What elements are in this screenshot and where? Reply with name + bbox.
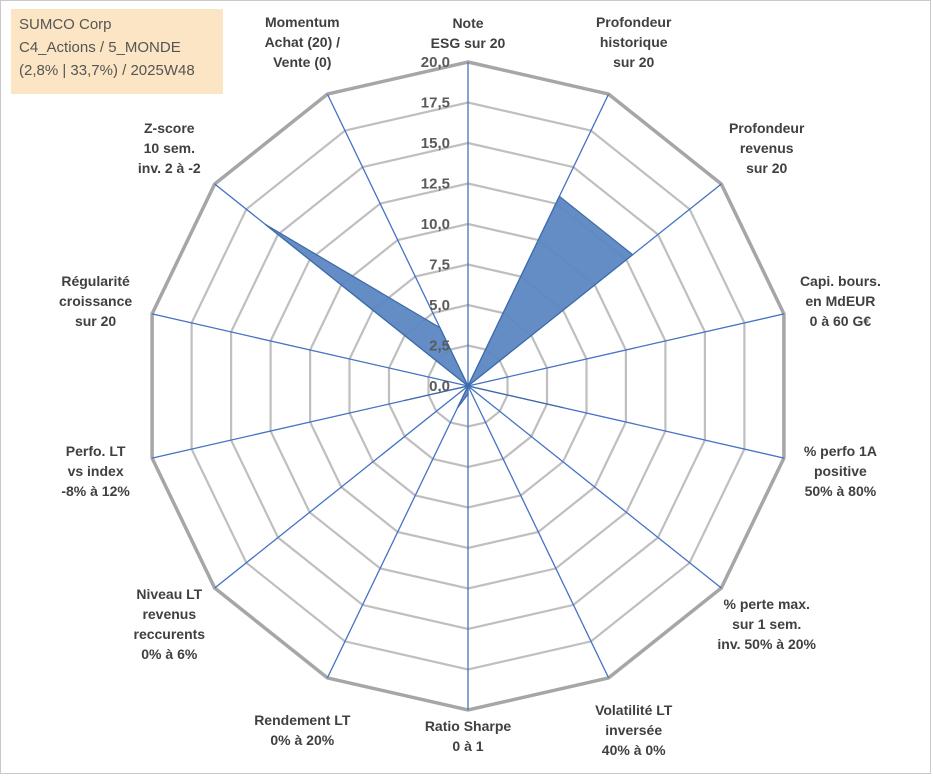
tick-label: 20,0 xyxy=(421,54,450,71)
axis-label-line: 0% à 6% xyxy=(141,646,198,662)
axis-label-line: 0 à 60 G€ xyxy=(810,313,872,329)
tick-label: 17,5 xyxy=(421,95,450,112)
axis-label-line: sur 20 xyxy=(75,313,116,329)
tick-label: 2,5 xyxy=(429,338,450,355)
axis-label-line: Rendement LT xyxy=(254,712,351,728)
axis-label-line: positive xyxy=(814,463,867,479)
axis-label-line: Ratio Sharpe xyxy=(425,718,512,734)
axis-label-line: -8% à 12% xyxy=(61,483,130,499)
spoke-6 xyxy=(467,385,610,679)
axis-label-5: % perte max. sur 1 sem. inv. 50% à 20% xyxy=(717,596,816,652)
axis-label-line: revenus xyxy=(740,140,794,156)
axis-label-line: inv. 2 à -2 xyxy=(138,160,201,176)
axis-label-line: 10 sem. xyxy=(144,140,195,156)
spoke-3 xyxy=(467,313,785,387)
axis-label-line: Momentum xyxy=(265,14,340,30)
axis-label-line: Niveau LT xyxy=(136,586,202,602)
axis-label-3: Capi. bours. en MdEUR 0 à 60 G€ xyxy=(800,273,881,329)
spoke-5 xyxy=(467,385,722,589)
axis-label-10: Perfo. LT vs index -8% à 12% xyxy=(61,443,130,499)
axis-label-line: historique xyxy=(600,34,668,50)
axis-label-11: Régularité croissance sur 20 xyxy=(59,273,132,329)
axis-label-line: sur 20 xyxy=(613,54,654,70)
tick-label: 5,0 xyxy=(429,297,450,314)
axis-label-line: % perfo 1A xyxy=(804,443,877,459)
axis-label-line: en MdEUR xyxy=(805,293,875,309)
axis-label-line: Capi. bours. xyxy=(800,273,881,289)
axis-label-line: Vente (0) xyxy=(273,54,331,70)
stats-week: (2,8% | 33,7%) / 2025W48 xyxy=(19,62,195,79)
axis-label-9: Niveau LT revenus reccurents 0% à 6% xyxy=(134,586,206,662)
series-area-0 xyxy=(264,195,634,409)
tick-label: 10,0 xyxy=(421,216,450,233)
axis-label-line: vs index xyxy=(68,463,124,479)
axis-label-line: inv. 50% à 20% xyxy=(717,636,816,652)
axis-label-line: croissance xyxy=(59,293,132,309)
axis-label-line: Profondeur xyxy=(596,14,672,30)
axis-label-line: Régularité xyxy=(61,273,130,289)
axis-label-line: revenus xyxy=(142,606,196,622)
axis-label-line: 0% à 20% xyxy=(270,732,334,748)
axis-label-layer: Note ESG sur 20 Profondeur historique sur 20… xyxy=(59,14,881,758)
series-layer xyxy=(264,195,634,409)
axis-label-line: Achat (20) / xyxy=(265,34,341,50)
axis-label-line: reccurents xyxy=(134,626,206,642)
axis-label-line: % perte max. xyxy=(724,596,810,612)
axis-label-2: Profondeur revenus sur 20 xyxy=(729,120,805,176)
axis-label-line: Z-score xyxy=(144,120,195,136)
axis-label-line: Perfo. LT xyxy=(66,443,126,459)
tick-label: 12,5 xyxy=(421,176,450,193)
spoke-11 xyxy=(151,313,469,387)
axis-label-line: sur 1 sem. xyxy=(732,616,801,632)
axis-label-1: Profondeur historique sur 20 xyxy=(596,14,672,70)
info-box: SUMCO Corp C4_Actions / 5_MONDE (2,8% | … xyxy=(11,9,223,94)
axis-label-line: 40% à 0% xyxy=(602,742,666,758)
axis-label-line: Volatilité LT xyxy=(595,702,673,718)
tick-label: 7,5 xyxy=(429,257,450,274)
axis-label-4: % perfo 1A positive 50% à 80% xyxy=(804,443,877,499)
axis-label-12: Z-score 10 sem. inv. 2 à -2 xyxy=(138,120,201,176)
axis-label-7: Ratio Sharpe 0 à 1 xyxy=(425,718,512,754)
axis-label-line: sur 20 xyxy=(746,160,787,176)
company-name: SUMCO Corp xyxy=(19,16,112,33)
axis-label-0: Note ESG sur 20 xyxy=(431,15,506,51)
axis-label-line: Note xyxy=(452,15,483,31)
axis-label-line: 50% à 80% xyxy=(805,483,877,499)
axis-label-8: Rendement LT 0% à 20% xyxy=(254,712,351,748)
tick-label-layer: 0,0 2,5 5,0 7,5 10,0 12,5 15,0 17,5 20,0 xyxy=(421,54,450,395)
tick-label: 15,0 xyxy=(421,135,450,152)
axis-label-line: ESG sur 20 xyxy=(431,35,506,51)
axis-label-13: Momentum Achat (20) / Vente (0) xyxy=(265,14,341,70)
axis-label-line: inversée xyxy=(605,722,662,738)
portfolio-category: C4_Actions / 5_MONDE xyxy=(19,39,181,56)
axis-label-6: Volatilité LT inversée 40% à 0% xyxy=(595,702,673,758)
spoke-9 xyxy=(214,385,469,589)
axis-label-line: 0 à 1 xyxy=(452,738,483,754)
tick-label: 0,0 xyxy=(429,378,450,395)
axis-label-line: Profondeur xyxy=(729,120,805,136)
spoke-8 xyxy=(326,385,469,679)
